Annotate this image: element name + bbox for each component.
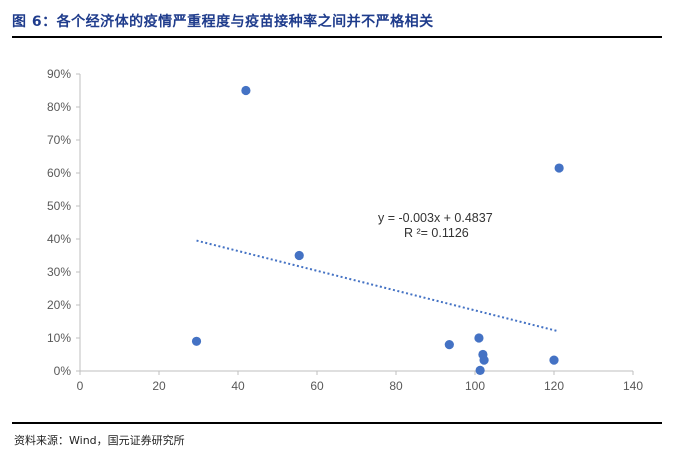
x-tick-label: 140 bbox=[623, 379, 643, 393]
y-tick-label: 50% bbox=[47, 199, 71, 213]
trendline-layer bbox=[196, 239, 559, 333]
y-tick-label: 0% bbox=[54, 364, 72, 378]
y-tick-label: 30% bbox=[47, 265, 71, 279]
scatter-point bbox=[549, 355, 559, 365]
y-tick-label: 80% bbox=[47, 100, 71, 114]
x-tick-label: 40 bbox=[231, 379, 245, 393]
chart-axes bbox=[79, 74, 633, 372]
scatter-point bbox=[444, 340, 454, 350]
y-tick-label: 70% bbox=[47, 133, 71, 147]
trendline-equation: y = -0.003x + 0.4837 bbox=[378, 211, 493, 225]
y-tick-label: 60% bbox=[47, 166, 71, 180]
y-tick-label: 40% bbox=[47, 232, 71, 246]
y-tick-label: 10% bbox=[47, 331, 71, 345]
r-squared-label: R ²= 0.1126 bbox=[404, 226, 469, 240]
scatter-point bbox=[474, 333, 484, 343]
figure-title: 图 6：各个经济体的疫情严重程度与疫苗接种率之间并不严格相关 bbox=[12, 14, 434, 30]
top-rule bbox=[12, 36, 662, 38]
scatter-point bbox=[475, 365, 485, 375]
x-tick-label: 100 bbox=[465, 379, 485, 393]
bottom-rule bbox=[12, 422, 662, 424]
scatter-point bbox=[294, 250, 304, 261]
data-points bbox=[191, 85, 564, 375]
scatter-point bbox=[479, 355, 489, 365]
trendline bbox=[196, 239, 559, 333]
x-tick-label: 60 bbox=[310, 379, 324, 393]
scatter-point bbox=[554, 163, 564, 173]
x-tick-label: 80 bbox=[389, 379, 403, 393]
source-note: 资料来源：Wind，国元证券研究所 bbox=[14, 434, 185, 447]
y-tick-label: 90% bbox=[47, 67, 71, 81]
scatter-point bbox=[191, 336, 202, 346]
x-tick-label: 20 bbox=[152, 379, 166, 393]
chart-ticks: 0% 10% 20% 30% 40% 50% 60% 70% 80% 90% 0 20 40 60 80 10… bbox=[47, 67, 643, 393]
scatter-point bbox=[241, 85, 251, 96]
y-tick-label: 20% bbox=[47, 298, 71, 312]
x-tick-label: 0 bbox=[77, 379, 84, 393]
x-tick-label: 120 bbox=[544, 379, 564, 393]
